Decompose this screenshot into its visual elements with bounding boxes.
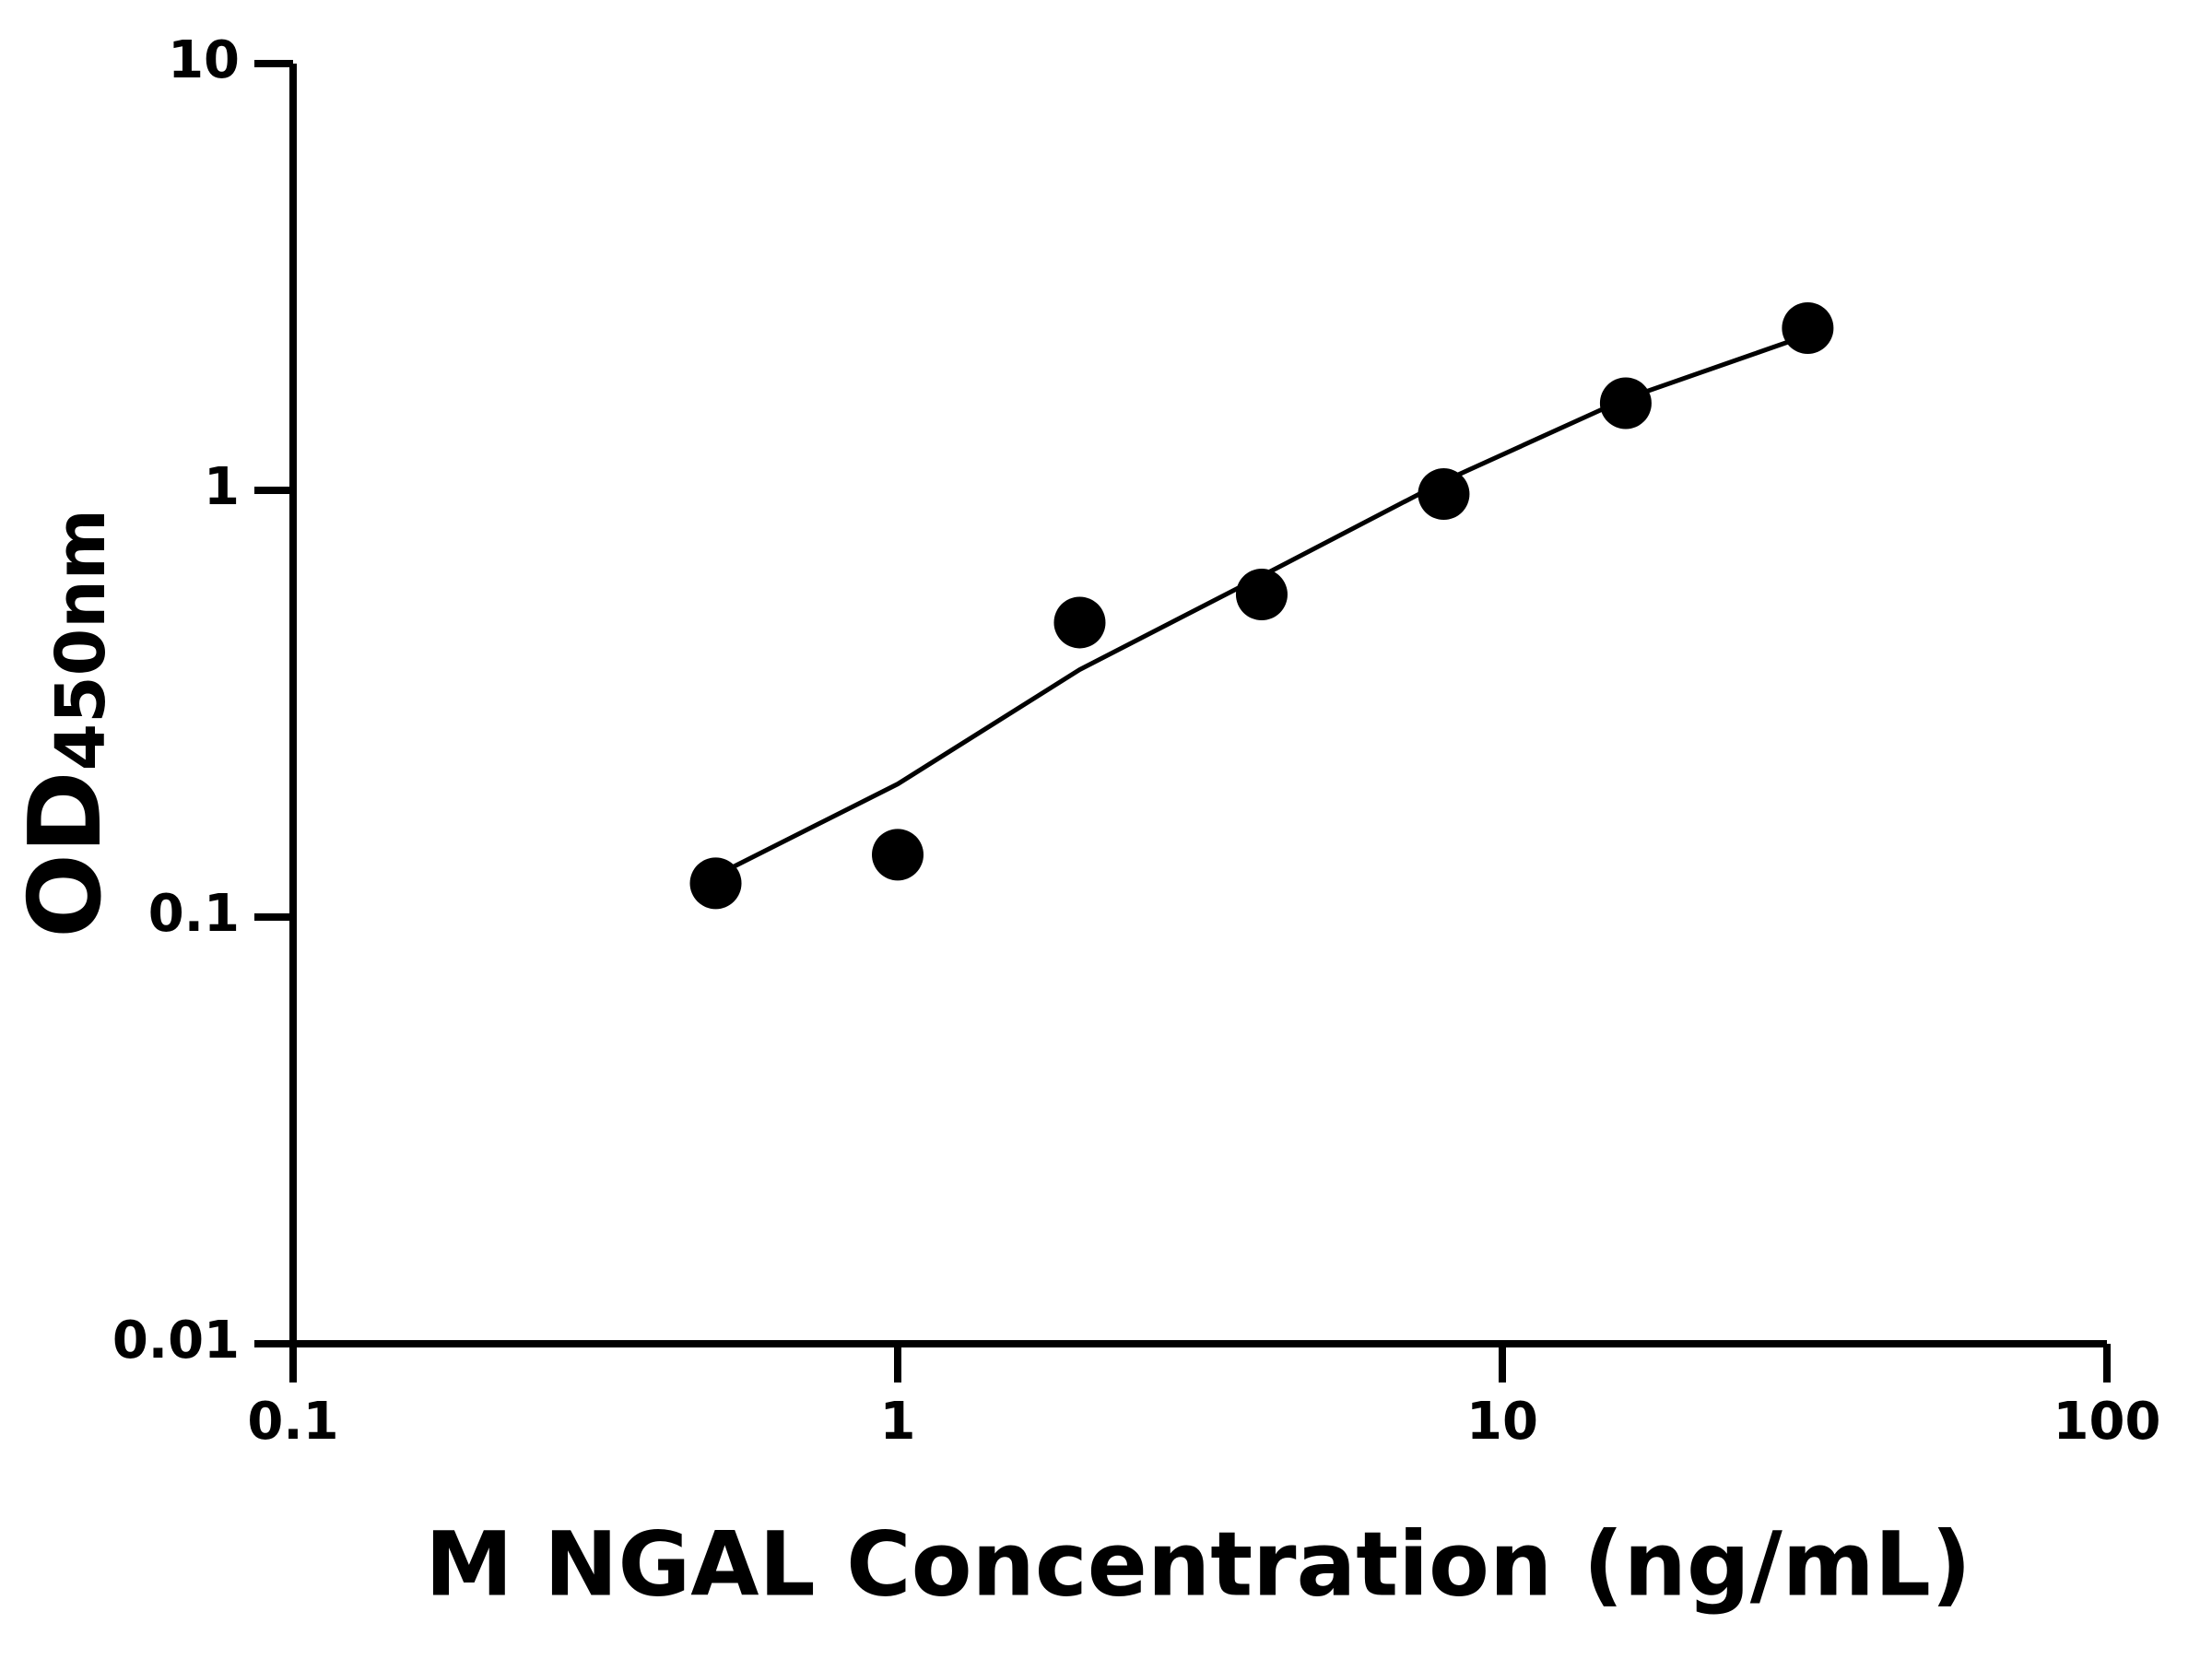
data-point	[1053, 596, 1106, 649]
data-point	[1599, 377, 1652, 429]
data-point	[1782, 301, 1834, 354]
data-point	[1418, 468, 1470, 521]
x-tick-label: 100	[2053, 1392, 2161, 1452]
data-point	[1235, 569, 1288, 621]
x-tick-label: 10	[1466, 1392, 1538, 1452]
y-tick-label: 0.1	[148, 884, 240, 944]
data-point	[689, 857, 742, 910]
y-axis-label-main: OD	[8, 771, 124, 937]
x-axis-label: M NGAL Concentration (ng/mL)	[425, 1512, 1971, 1616]
x-tick-label: 0.1	[247, 1392, 338, 1452]
y-axis-label-subscript: 450nm	[41, 509, 121, 771]
y-tick-label: 1	[204, 457, 240, 517]
data-point	[872, 829, 924, 881]
x-tick-label: 1	[880, 1392, 916, 1452]
y-tick-label: 10	[168, 30, 240, 90]
y-tick-label: 0.01	[112, 1311, 240, 1371]
y-axis-label: OD450nm	[8, 509, 124, 938]
